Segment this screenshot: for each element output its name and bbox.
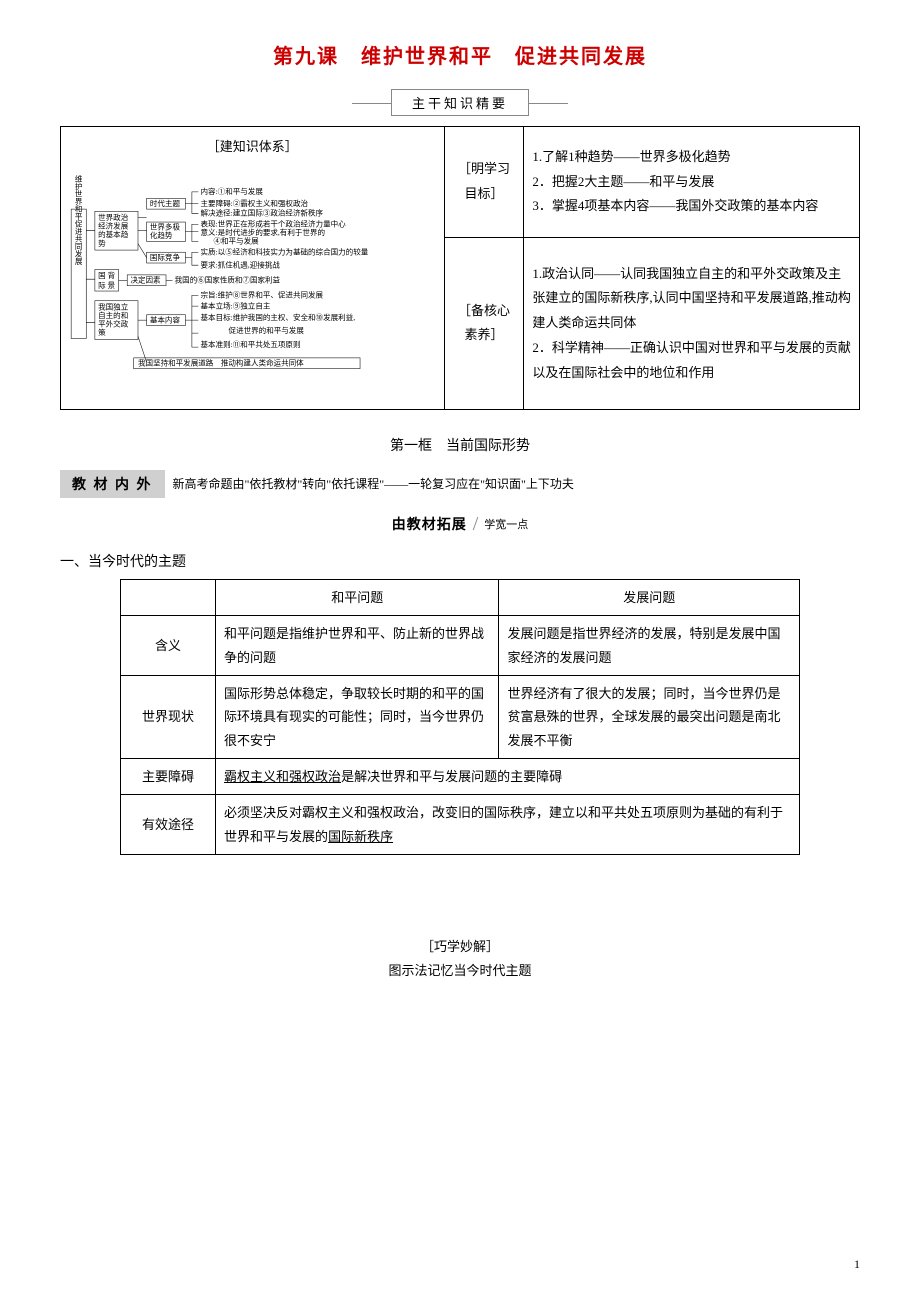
col-head-1: 和平问题 <box>216 579 499 615</box>
cell-1-2: 世界经济有了很大的发展；同时，当今世界仍是贫富悬殊的世界，全球发展的最突出问题是… <box>499 675 800 758</box>
bottom-note: ［巧学妙解］ 图示法记忆当今时代主题 <box>60 935 860 982</box>
svg-text:基本立场:⑨独立自主: 基本立场:⑨独立自主 <box>201 300 271 310</box>
svg-text:要求:抓住机遇,迎接挑战: 要求:抓住机遇,迎接挑战 <box>201 259 281 269</box>
key-knowledge-label: 主干知识精要 <box>391 89 529 116</box>
page-number: 1 <box>854 1257 860 1272</box>
cell-1-1: 国际形势总体稳定，争取较长时期的和平的国际环境具有现实的可能性；同时，当今世界仍… <box>216 675 499 758</box>
svg-text:表现:世界正在形成若干个政治经济力量中心: 表现:世界正在形成若干个政治经济力量中心 <box>201 218 347 228</box>
bottom-line1: ［巧学妙解］ <box>60 935 860 958</box>
svg-text:促进世界的和平与发展: 促进世界的和平与发展 <box>229 325 305 335</box>
svg-text:维护世界和平促进共同发展: 维护世界和平促进共同发展 <box>74 173 83 266</box>
knowledge-diagram: 维护世界和平促进共同发展 世界政治经济发展的基本趋势 时代主题 内容:①和平与发… <box>69 166 436 392</box>
svg-text:时代主题: 时代主题 <box>150 198 181 208</box>
section-subtitle: 第一框 当前国际形势 <box>60 435 860 455</box>
svg-text:基本准则:⑪和平共处五项原则: 基本准则:⑪和平共处五项原则 <box>201 339 301 349</box>
svg-text:内容:①和平与发展: 内容:①和平与发展 <box>201 186 264 196</box>
svg-text:主要障碍:②霸权主义和强权政治: 主要障碍:②霸权主义和强权政治 <box>201 198 309 208</box>
svg-text:意义:是时代进步的要求,有利于世界的: 意义:是时代进步的要求,有利于世界的 <box>201 227 325 237</box>
svg-text:决定因素: 决定因素 <box>130 274 161 284</box>
bottom-line2: 图示法记忆当今时代主题 <box>60 959 860 982</box>
cell-0-1: 和平问题是指维护世界和平、防止新的世界战争的问题 <box>216 616 499 676</box>
row-label-1: 世界现状 <box>121 675 216 758</box>
svg-text:我国的⑥国家性质和⑦国家利益: 我国的⑥国家性质和⑦国家利益 <box>175 274 281 284</box>
svg-text:国际竞争: 国际竞争 <box>150 251 181 261</box>
svg-text:④和平与发展: ④和平与发展 <box>213 235 259 245</box>
svg-text:解决途径:建立国际③政治经济新秩序: 解决途径:建立国际③政治经济新秩序 <box>201 207 324 217</box>
row-label-0: 含义 <box>121 616 216 676</box>
banner-desc: 新高考命题由"依托教材"转向"依托课程"——一轮复习应在"知识面"上下功夫 <box>173 475 574 492</box>
svg-text:我国独立自主的和平外交政策: 我国独立自主的和平外交政策 <box>98 301 129 337</box>
key-knowledge-banner: 主干知识精要 <box>60 89 860 116</box>
main-grid-table: ［建知识体系］ 维护世界和平促进共同发展 世界政治经济发展的基本趋势 时代主题 … <box>60 126 860 410</box>
cell-0-2: 发展问题是指世界经济的发展，特别是发展中国家经济的发展问题 <box>499 616 800 676</box>
lesson-title: 第九课 维护世界和平 促进共同发展 <box>60 40 860 69</box>
banner-box: 教 材 内 外 <box>60 470 165 498</box>
svg-text:世界多极化趋势: 世界多极化趋势 <box>150 221 181 240</box>
section-banner: 教 材 内 外 新高考命题由"依托教材"转向"依托课程"——一轮复习应在"知识面… <box>60 470 860 498</box>
diagram-cell: ［建知识体系］ 维护世界和平促进共同发展 世界政治经济发展的基本趋势 时代主题 … <box>61 127 445 410</box>
col-head-2: 发展问题 <box>499 579 800 615</box>
goals-label: ［明学习 目标］ <box>444 127 524 238</box>
cell-2-merged: 霸权主义和强权政治是解决世界和平与发展问题的主要障碍 <box>216 759 800 795</box>
topic-heading: 一、当今时代的主题 <box>60 551 860 571</box>
row-label-3: 有效途径 <box>121 795 216 855</box>
svg-text:国 背际 景: 国 背际 景 <box>98 270 115 290</box>
svg-text:基本目标:维护我国的主权、安全和⑩发展利益,: 基本目标:维护我国的主权、安全和⑩发展利益, <box>201 312 356 322</box>
branch1-label: 世界政治经济发展的基本趋势 <box>98 212 129 248</box>
goals-text: 1.了解1种趋势——世界多极化趋势 2．把握2大主题——和平与发展 3．掌握4项… <box>524 127 860 238</box>
svg-text:我国坚持和平发展道路 推动构建人类命运共同体: 我国坚持和平发展道路 推动构建人类命运共同体 <box>138 357 304 367</box>
svg-text:基本内容: 基本内容 <box>150 314 181 324</box>
diagram-title: ［建知识体系］ <box>69 135 436 160</box>
expand-sub: 学宽一点 <box>484 516 528 532</box>
svg-text:宗旨:维护⑧世界和平、促进共同发展: 宗旨:维护⑧世界和平、促进共同发展 <box>201 289 324 299</box>
slash-icon: / <box>473 513 479 536</box>
row-label-2: 主要障碍 <box>121 759 216 795</box>
core-label: ［备核心 素养］ <box>444 238 524 410</box>
svg-text:实质:以⑤经济和科技实力为基础的综合国力的较量: 实质:以⑤经济和科技实力为基础的综合国力的较量 <box>201 246 369 256</box>
content-table: 和平问题 发展问题 含义 和平问题是指维护世界和平、防止新的世界战争的问题 发展… <box>120 579 800 856</box>
cell-3-merged: 必须坚决反对霸权主义和强权政治，改变旧的国际秩序，建立以和平共处五项原则为基础的… <box>216 795 800 855</box>
expand-line: 由教材拓展 / 学宽一点 <box>60 513 860 536</box>
empty-head <box>121 579 216 615</box>
core-text: 1.政治认同——认同我国独立自主的和平外交政策及主张建立的国际新秩序,认同中国坚… <box>524 238 860 410</box>
expand-main: 由教材拓展 <box>392 514 467 534</box>
